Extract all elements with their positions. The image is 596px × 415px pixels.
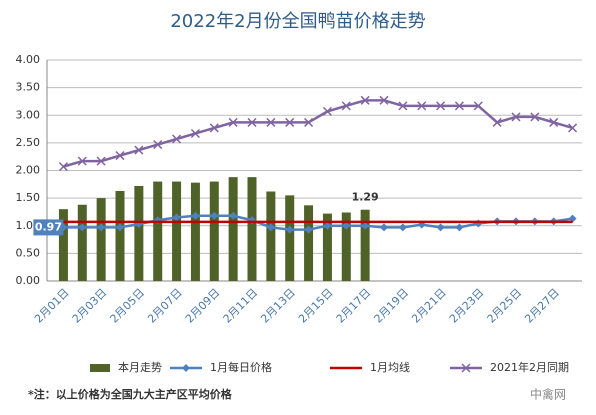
marker bbox=[398, 101, 408, 111]
bar bbox=[322, 213, 332, 281]
marker bbox=[436, 101, 446, 111]
marker bbox=[511, 112, 521, 122]
y-tick-label: 2.00 bbox=[16, 164, 41, 177]
marker bbox=[228, 117, 238, 127]
marker bbox=[304, 117, 314, 127]
watermark: 中禽网 bbox=[530, 387, 566, 402]
data-label: 1.29 bbox=[352, 191, 379, 204]
bar bbox=[96, 198, 106, 281]
bar bbox=[153, 181, 163, 281]
marker bbox=[360, 95, 370, 105]
marker bbox=[209, 123, 219, 133]
marker bbox=[398, 223, 407, 232]
marker bbox=[58, 162, 68, 172]
y-tick-label: 3.00 bbox=[16, 108, 41, 121]
marker bbox=[285, 117, 295, 127]
marker bbox=[96, 156, 106, 166]
marker bbox=[247, 117, 257, 127]
bar bbox=[58, 209, 68, 281]
y-tick-label: 4.00 bbox=[16, 53, 41, 66]
bar bbox=[247, 177, 257, 281]
line bbox=[63, 99, 573, 168]
marker bbox=[190, 128, 200, 139]
marker bbox=[342, 221, 351, 230]
marker bbox=[116, 223, 124, 232]
marker bbox=[323, 221, 332, 230]
data-label-box bbox=[33, 219, 64, 236]
marker bbox=[229, 211, 238, 220]
y-tick-label: 0.50 bbox=[16, 246, 41, 259]
marker bbox=[341, 101, 351, 111]
y-tick-label: 1.50 bbox=[16, 191, 41, 204]
y-tick-label: 3.50 bbox=[16, 81, 41, 94]
marker bbox=[285, 225, 294, 234]
legend-label: 本月走势 bbox=[118, 360, 162, 374]
marker bbox=[153, 140, 163, 150]
marker bbox=[266, 117, 276, 127]
bar bbox=[285, 195, 295, 281]
data-label: 0.97 bbox=[35, 220, 62, 233]
marker bbox=[172, 134, 182, 144]
chart-title: 2022年2月份全国鸭苗价格走势 bbox=[170, 11, 425, 32]
marker bbox=[322, 106, 332, 116]
legend-label: 2021年2月同期 bbox=[490, 360, 569, 374]
legend-label: 1月均线 bbox=[370, 360, 410, 374]
marker bbox=[436, 223, 445, 232]
bar bbox=[77, 204, 87, 281]
bar bbox=[304, 205, 314, 281]
marker bbox=[379, 95, 389, 105]
marker bbox=[266, 223, 275, 232]
marker bbox=[549, 117, 559, 127]
marker bbox=[304, 225, 313, 234]
marker bbox=[380, 223, 388, 232]
legend-marker bbox=[461, 363, 471, 373]
bar bbox=[209, 181, 219, 281]
marker bbox=[78, 223, 87, 232]
marker bbox=[530, 112, 540, 122]
marker bbox=[454, 101, 464, 111]
marker bbox=[115, 151, 125, 161]
marker bbox=[473, 101, 483, 111]
y-tick-label: 2.50 bbox=[16, 136, 41, 149]
marker bbox=[191, 211, 200, 220]
marker bbox=[417, 101, 427, 111]
bar bbox=[266, 191, 276, 281]
legend-label: 1月每日价格 bbox=[210, 360, 272, 374]
bar bbox=[190, 182, 200, 281]
marker bbox=[568, 214, 577, 223]
legend-swatch bbox=[90, 364, 110, 372]
marker bbox=[361, 221, 370, 230]
bar bbox=[115, 190, 125, 281]
bar bbox=[228, 177, 238, 281]
marker bbox=[97, 223, 106, 232]
marker bbox=[134, 145, 144, 155]
bar bbox=[134, 185, 144, 281]
bar bbox=[360, 209, 370, 281]
marker bbox=[568, 123, 578, 133]
marker bbox=[77, 156, 87, 166]
marker bbox=[455, 223, 464, 232]
bar bbox=[172, 181, 182, 281]
footnote: *注：以上价格为全国九大主产区平均价格 bbox=[28, 387, 233, 401]
marker bbox=[172, 213, 181, 222]
bar bbox=[341, 212, 351, 281]
marker bbox=[492, 117, 502, 127]
legend-marker bbox=[182, 364, 190, 372]
y-tick-label: 0.00 bbox=[16, 274, 41, 287]
marker bbox=[210, 211, 219, 220]
